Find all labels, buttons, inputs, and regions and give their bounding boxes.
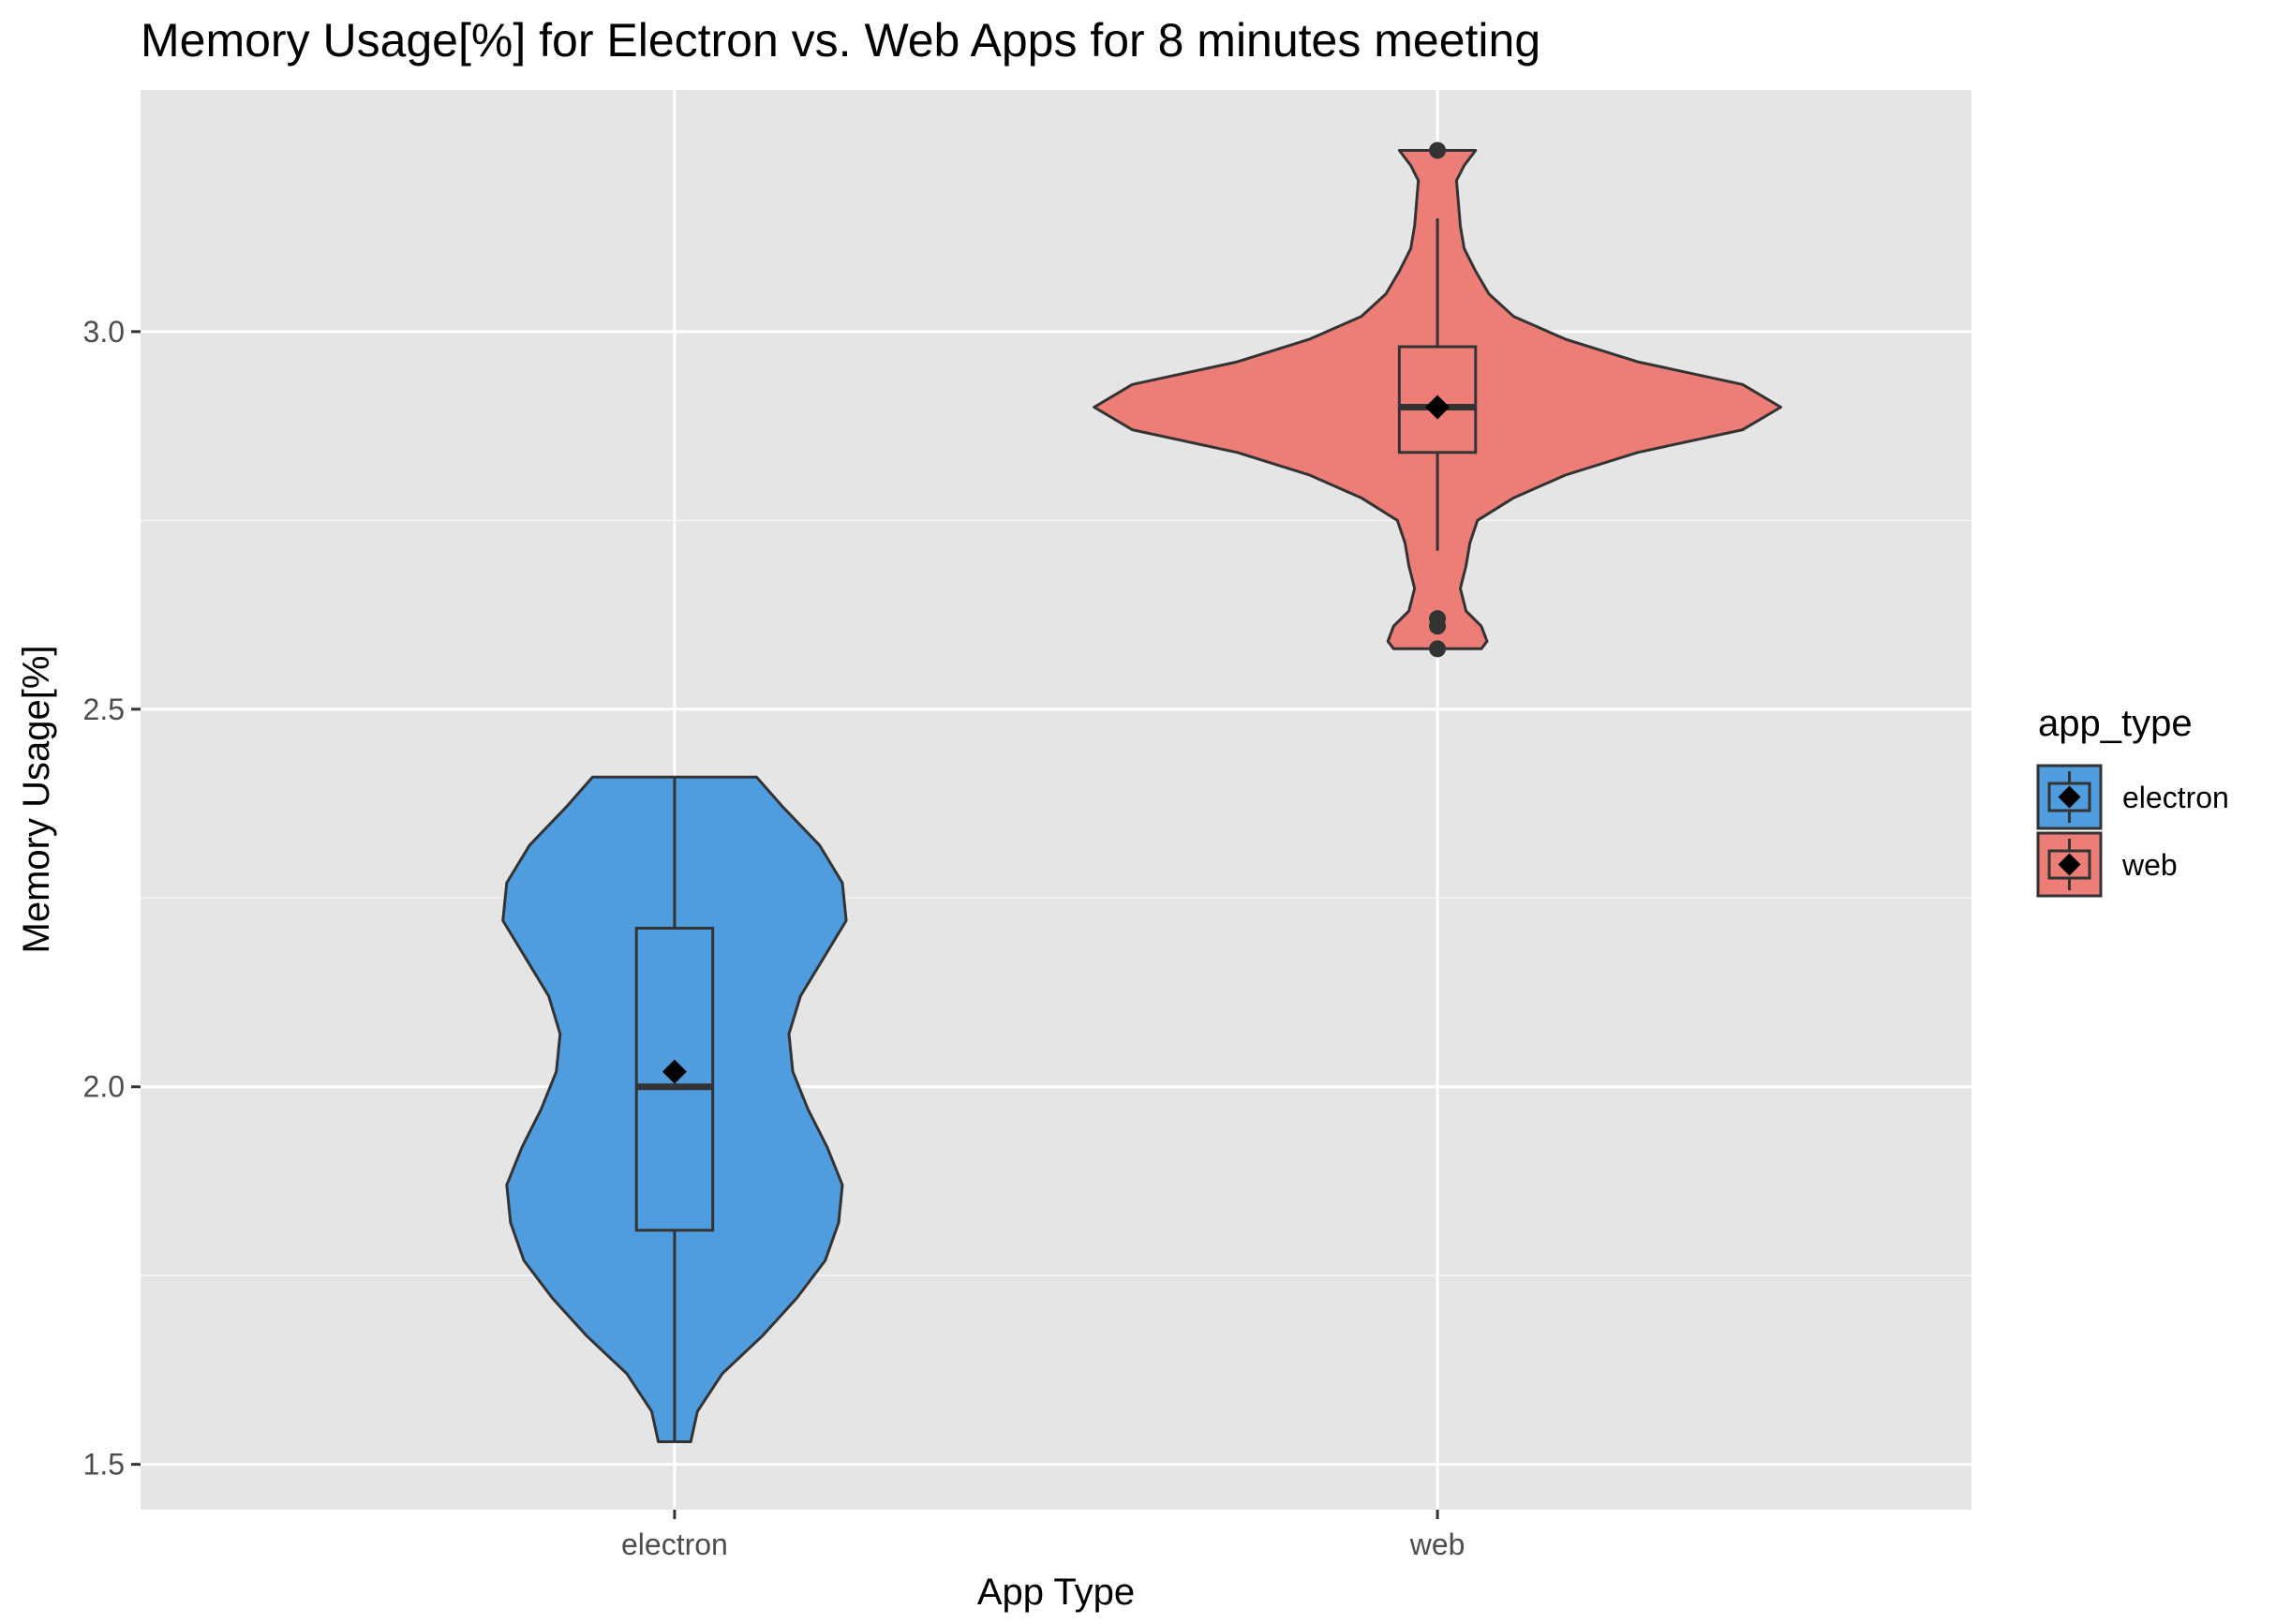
y-tick-label: 1.5	[83, 1448, 125, 1482]
x-tick-label: web	[1409, 1527, 1465, 1561]
x-tick-label: electron	[621, 1527, 728, 1561]
mean-marker-web	[1425, 395, 1450, 420]
y-tick-label: 2.5	[83, 693, 125, 726]
legend-title: app_type	[2038, 703, 2193, 744]
mean-marker-electron	[662, 1059, 687, 1084]
legend: app_type electron web	[2036, 703, 2229, 898]
panel-background	[141, 90, 1971, 1510]
legend-key-mean-marker	[2058, 785, 2081, 809]
outlier-point-web	[1429, 640, 1447, 658]
legend-label-electron: electron	[2122, 781, 2229, 814]
y-tick-label: 2.0	[83, 1070, 125, 1104]
legend-label-web: web	[2121, 848, 2178, 882]
y-tick-label: 3.0	[83, 315, 125, 349]
y-axis-title: Memory Usage[%]	[16, 646, 57, 954]
outlier-point-web	[1429, 142, 1447, 159]
axes: 1.5 2.0 2.5 3.0 electron web	[83, 315, 1465, 1561]
outlier-point-web	[1429, 618, 1447, 635]
legend-key-mean-marker	[2058, 853, 2081, 876]
grid-lines	[141, 90, 1971, 1510]
legend-item-web: web	[2036, 831, 2178, 898]
legend-item-electron: electron	[2036, 764, 2229, 830]
x-axis-title: App Type	[977, 1572, 1135, 1613]
chart-title: Memory Usage[%] for Electron vs. Web App…	[141, 14, 1540, 67]
boxplots	[634, 142, 1478, 1442]
